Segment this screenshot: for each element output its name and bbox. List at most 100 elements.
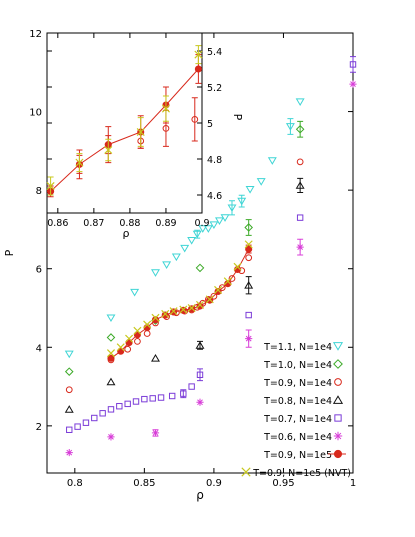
main-y-tick-label: 2 [36, 422, 42, 433]
main-data-point [245, 245, 253, 253]
inset-x-tick-label: 0.9 [194, 218, 209, 229]
main-error-bar [228, 200, 235, 216]
main-y-tick-label: 10 [29, 108, 42, 119]
inset-data-point [162, 125, 170, 132]
inset-x-tick-label: 0.86 [47, 218, 68, 229]
main-data-point [143, 324, 151, 332]
main-data-point [64, 405, 74, 413]
main-data-point [64, 367, 74, 376]
main-data-point [125, 339, 133, 347]
main-error-bar [297, 120, 304, 138]
main-error-bar [245, 276, 252, 295]
main-series-6 [107, 244, 253, 362]
main-data-point [237, 197, 247, 206]
main-data-point [192, 230, 202, 239]
inset-x-axis-label: ρ [123, 227, 130, 240]
inset-data-point [104, 145, 113, 155]
main-data-point [295, 98, 305, 106]
inset-x-tick-label: 0.89 [155, 218, 176, 229]
main-data-point [349, 61, 357, 68]
main-data-point [91, 414, 98, 422]
main-data-point [203, 225, 213, 233]
main-data-point [65, 448, 73, 457]
main-data-point [143, 330, 151, 337]
main-x-tick-label: 0.9 [206, 478, 222, 489]
main-data-point [106, 349, 116, 358]
main-data-point [179, 305, 188, 314]
inset-x-tick-label: 0.87 [83, 218, 104, 229]
main-data-point [162, 261, 172, 270]
legend-marker [332, 342, 344, 351]
legend-item: T=0.7, N=1e4 [263, 414, 342, 425]
legend-label: T=0.9, N=1e5 (NVT) [252, 468, 351, 479]
legend-marker [334, 378, 342, 386]
main-data-point [196, 302, 204, 310]
inset-data-point [136, 127, 145, 137]
main-data-point [244, 240, 253, 249]
main-data-point [187, 237, 197, 245]
main-series-7 [106, 240, 253, 358]
main-data-point [143, 320, 152, 329]
main-data-point [349, 80, 357, 88]
main-data-point [214, 285, 223, 294]
legend-label: T=0.7, N=1e4 [263, 414, 332, 425]
main-data-point [149, 395, 156, 402]
legend-marker [333, 431, 343, 441]
main-data-point [106, 377, 116, 386]
inset-data-point [75, 158, 84, 167]
main-data-point [205, 295, 214, 304]
inset-background [47, 33, 202, 213]
legend-item: T=0.9, N=1e5 [263, 449, 346, 461]
main-data-point [198, 225, 208, 233]
legend-label: T=1.0, N=1e4 [263, 360, 332, 371]
main-data-point [99, 410, 106, 417]
main-data-point [161, 311, 169, 319]
main-data-point [171, 253, 181, 262]
main-x-tick-label: 1 [350, 478, 356, 489]
main-data-point [195, 263, 205, 273]
inset-y-axis-label: P [231, 114, 244, 121]
main-data-point [106, 333, 116, 342]
main-data-point [296, 243, 304, 251]
legend-item: T=0.9, N=1e5 (NVT) [241, 467, 351, 479]
main-data-point [106, 314, 116, 323]
legend-item: T=0.6, N=1e4 [263, 431, 343, 443]
main-data-point [295, 181, 305, 189]
main-data-point [209, 221, 219, 229]
main-data-point [133, 326, 142, 335]
inset-error-bar [191, 97, 198, 142]
main-x-tick-label: 0.85 [133, 478, 155, 489]
main-data-point [245, 254, 253, 262]
main-data-point [180, 244, 190, 253]
main-data-point [130, 288, 140, 297]
main-data-point [151, 316, 160, 324]
main-data-point [134, 338, 141, 345]
main-data-point [245, 335, 253, 343]
main-data-point [124, 400, 131, 408]
legend-item: T=1.0, N=1e4 [263, 359, 343, 371]
main-data-point [296, 158, 304, 166]
legend-label: T=0.9, N=1e5 [263, 450, 332, 461]
inset-y-tick-label: 5.2 [207, 83, 222, 94]
main-data-point [117, 347, 125, 355]
legend-marker [333, 449, 343, 459]
legend-item: T=1.1, N=1e4 [263, 342, 344, 353]
main-error-bar [287, 118, 294, 135]
main-data-point [233, 262, 242, 271]
main-y-tick-label: 8 [36, 186, 42, 197]
legend-label: T=0.6, N=1e4 [263, 432, 332, 443]
main-data-point [107, 354, 115, 362]
main-data-point [214, 287, 222, 296]
main-x-axis-label: ρ [196, 488, 204, 502]
main-data-point [196, 371, 204, 378]
main-data-point [151, 269, 160, 277]
main-error-bar [297, 177, 304, 193]
main-data-point [267, 157, 277, 165]
main-data-point [256, 178, 266, 186]
main-data-point [195, 341, 205, 349]
main-data-point [168, 392, 176, 400]
main-data-point [196, 398, 204, 406]
inset-data-point [194, 50, 203, 59]
main-data-point [133, 331, 141, 339]
inset-data-point [46, 181, 55, 191]
